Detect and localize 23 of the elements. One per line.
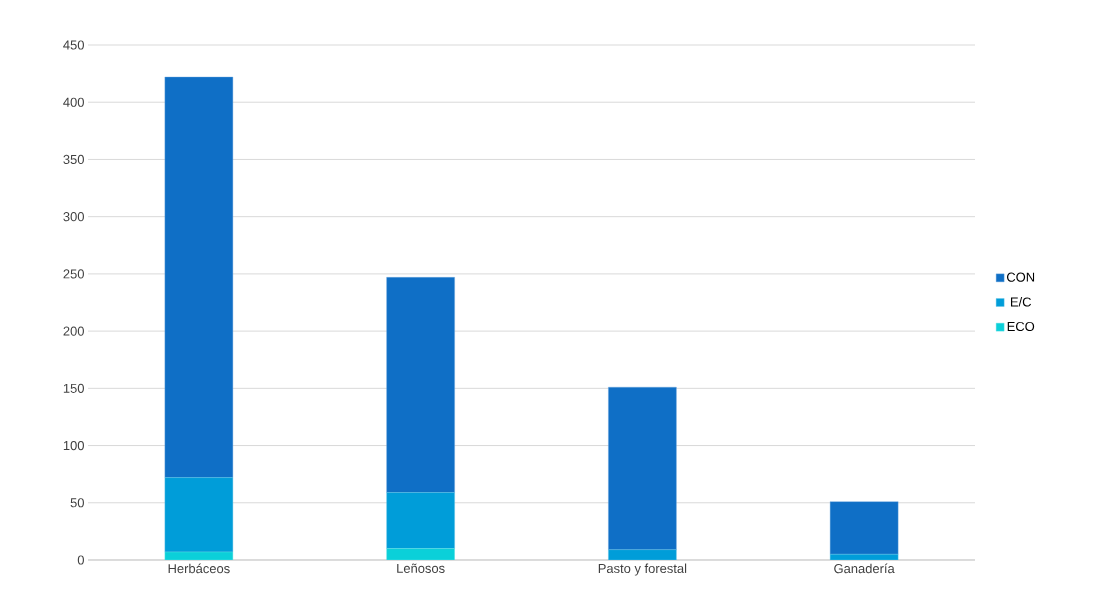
y-tick-label: 100	[63, 440, 84, 451]
x-tick-label: Leñosos	[397, 563, 445, 573]
y-tick-label: 300	[63, 212, 84, 222]
bar	[164, 477, 234, 553]
y-tick-label: 450	[63, 40, 84, 50]
y-tick-label: 400	[63, 97, 84, 107]
y-tick-label: 0	[77, 555, 84, 565]
bar	[829, 501, 899, 555]
y-tick-label: 50	[70, 498, 84, 508]
bar	[164, 76, 234, 478]
x-tick-label: Pasto y forestal	[598, 563, 687, 576]
bar	[386, 492, 455, 549]
y-tick-label: 200	[63, 326, 84, 336]
x-tick-label: Ganadería	[834, 563, 895, 574]
y-tick-label: 350	[63, 154, 84, 165]
y-tick-label: 150	[63, 383, 84, 393]
bar	[386, 277, 455, 493]
bar	[608, 386, 677, 550]
legend-label: E/C	[1010, 297, 1032, 307]
legend-label: CON	[1006, 272, 1035, 282]
legend-label: ECO	[1007, 321, 1035, 332]
y-tick-label: 250	[63, 269, 84, 279]
x-tick-label: Herbáceos	[168, 563, 230, 574]
